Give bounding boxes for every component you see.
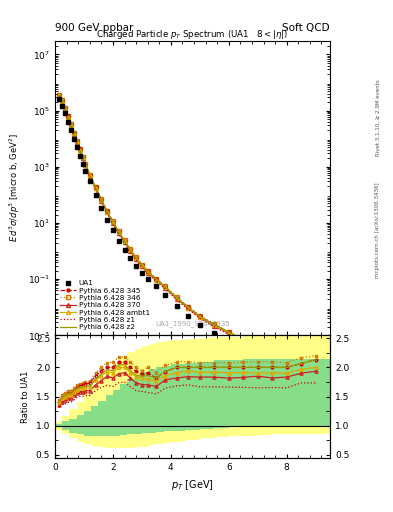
X-axis label: $p_T$ [GeV]: $p_T$ [GeV] — [171, 478, 214, 492]
Text: Rivet 3.1.10, ≥ 2.9M events: Rivet 3.1.10, ≥ 2.9M events — [375, 79, 380, 156]
Legend: UA1, Pythia 6.428 345, Pythia 6.428 346, Pythia 6.428 370, Pythia 6.428 ambt1, P: UA1, Pythia 6.428 345, Pythia 6.428 346,… — [59, 279, 151, 332]
Title: Charged Particle $p_T$ Spectrum (UA1   $8 < |\eta|$): Charged Particle $p_T$ Spectrum (UA1 $8 … — [96, 28, 289, 41]
Text: UA1_1990_S2044935: UA1_1990_S2044935 — [155, 320, 230, 327]
Text: 900 GeV ppbar: 900 GeV ppbar — [55, 23, 133, 33]
Text: Soft QCD: Soft QCD — [283, 23, 330, 33]
Text: mcplots.cern.ch [arXiv:1306.3436]: mcplots.cern.ch [arXiv:1306.3436] — [375, 183, 380, 278]
Y-axis label: $E\,d^{3}\sigma/dp^{3}$ [micro b, GeV$^{2}$]: $E\,d^{3}\sigma/dp^{3}$ [micro b, GeV$^{… — [8, 134, 22, 243]
Y-axis label: Ratio to UA1: Ratio to UA1 — [21, 371, 30, 423]
